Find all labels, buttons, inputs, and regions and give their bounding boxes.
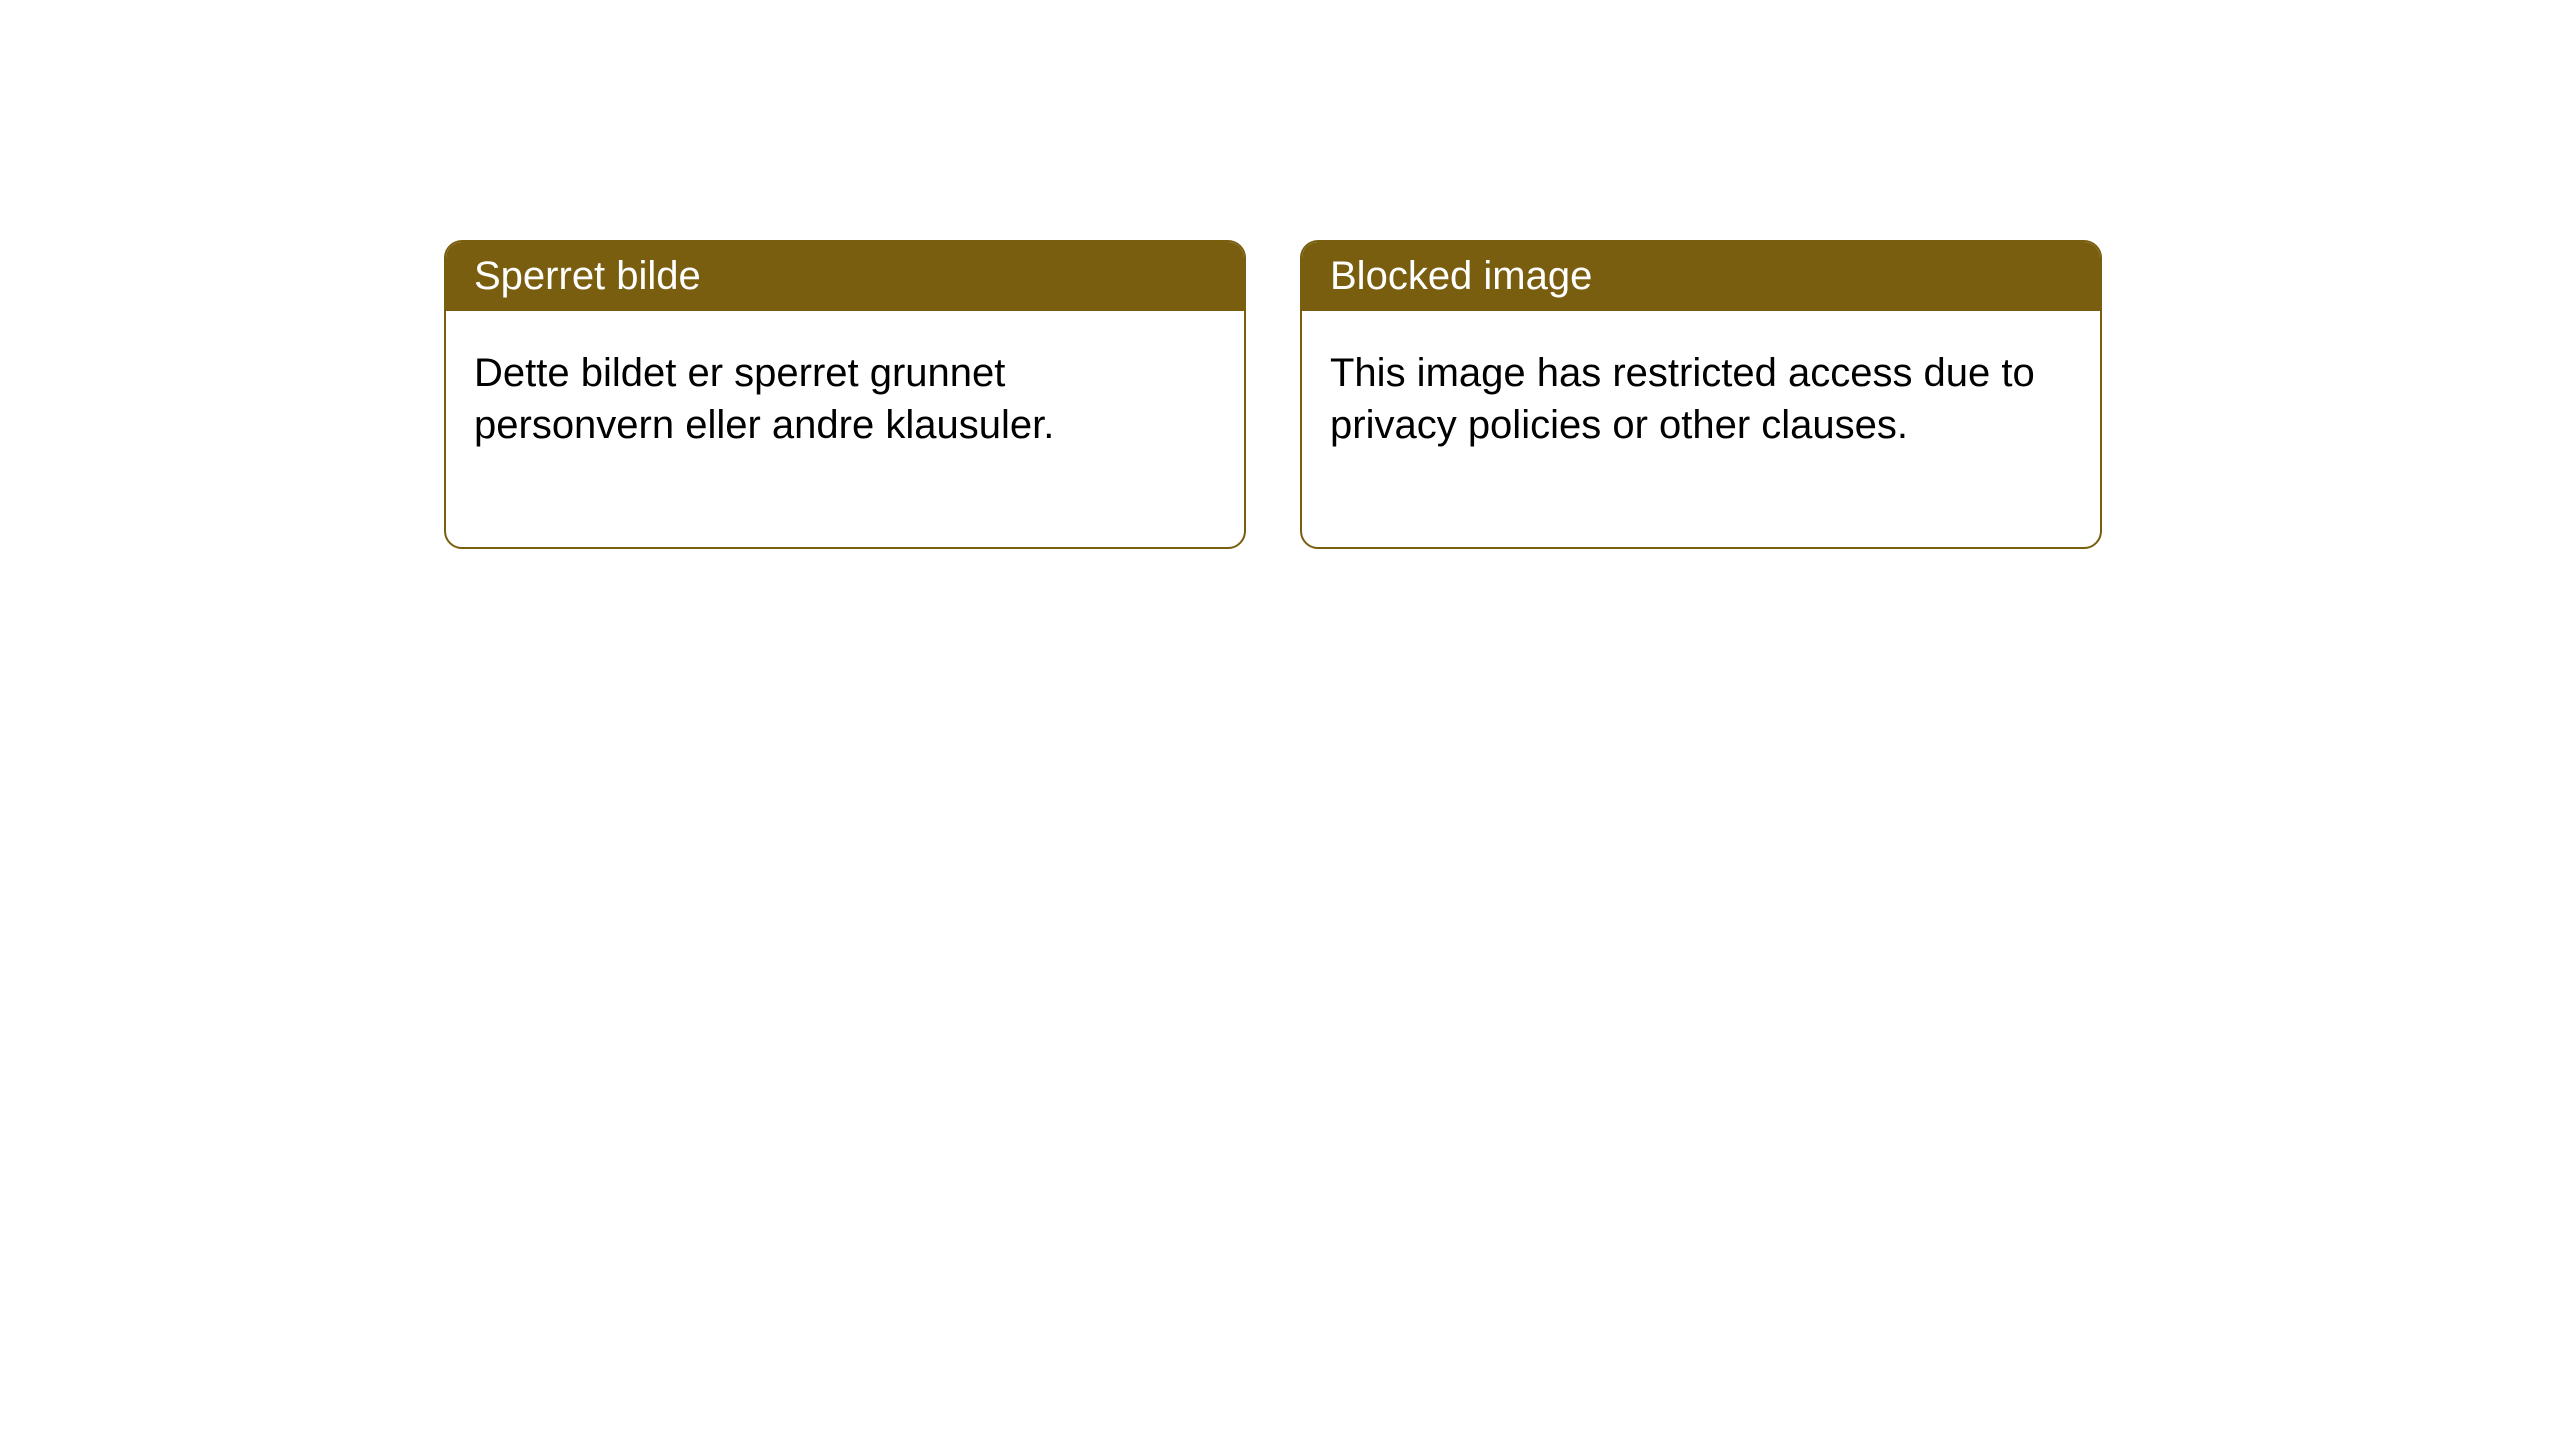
- card-body-text: Dette bildet er sperret grunnet personve…: [474, 351, 1054, 447]
- notice-card-norwegian: Sperret bilde Dette bildet er sperret gr…: [444, 240, 1246, 549]
- cards-container: Sperret bilde Dette bildet er sperret gr…: [0, 0, 2560, 549]
- card-header: Sperret bilde: [446, 242, 1244, 311]
- notice-card-english: Blocked image This image has restricted …: [1300, 240, 2102, 549]
- card-body-text: This image has restricted access due to …: [1330, 351, 2035, 447]
- card-title: Blocked image: [1330, 254, 1592, 298]
- card-body: Dette bildet er sperret grunnet personve…: [446, 311, 1244, 547]
- card-body: This image has restricted access due to …: [1302, 311, 2100, 547]
- card-header: Blocked image: [1302, 242, 2100, 311]
- card-title: Sperret bilde: [474, 254, 701, 298]
